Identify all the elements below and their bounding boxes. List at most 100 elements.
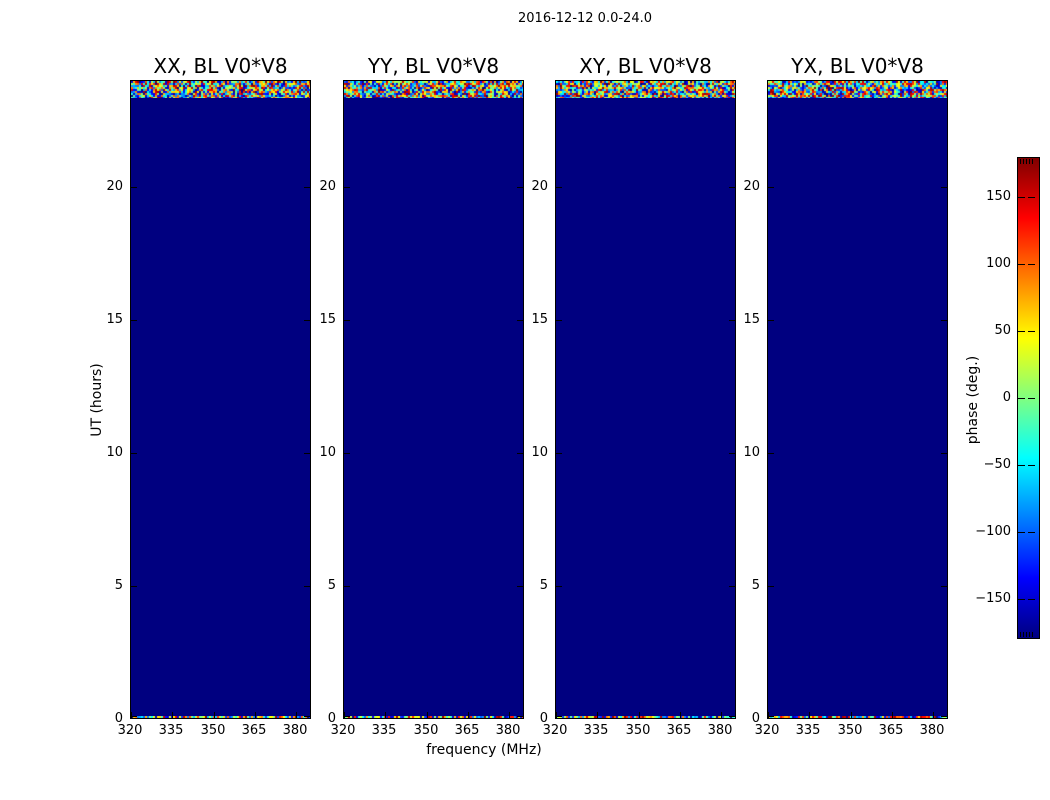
y-tick-label: 10: [743, 445, 760, 460]
noise-band-bottom-XX: [131, 716, 310, 718]
x-tick-mark: [172, 712, 173, 718]
y-tick-label: 0: [114, 711, 123, 726]
x-tick-label: 365: [878, 723, 904, 738]
x-tick-mark: [344, 712, 345, 718]
x-tick-label: 350: [625, 723, 651, 738]
y-tick-mark-left: [556, 320, 562, 321]
x-tick-mark: [721, 712, 722, 718]
x-tick-mark: [214, 712, 215, 718]
x-tick-mark: [639, 712, 640, 718]
x-tick-label: 320: [754, 723, 780, 738]
colorbar-tick-mark: [1018, 532, 1025, 533]
x-tick-label: 380: [707, 723, 733, 738]
colorbar-tick-label: 0: [1002, 390, 1011, 405]
x-tick-label: 365: [666, 723, 692, 738]
x-tick-label: 335: [583, 723, 609, 738]
y-tick-label: 10: [106, 445, 123, 460]
x-tick-label: 350: [413, 723, 439, 738]
y-tick-mark-right: [941, 586, 947, 587]
y-tick-mark-left: [131, 586, 137, 587]
y-tick-label: 20: [106, 179, 123, 194]
y-tick-label: 20: [319, 179, 336, 194]
y-tick-mark-left: [344, 453, 350, 454]
x-tick-mark: [385, 712, 386, 718]
colorbar-tick-label: 100: [986, 256, 1011, 271]
y-tick-label: 5: [327, 578, 336, 593]
y-tick-mark-left: [344, 716, 350, 717]
subplot-YX-heatmap: [767, 80, 948, 719]
colorbar-tick-mark: [1018, 465, 1025, 466]
y-tick-mark-left: [768, 586, 774, 587]
y-tick-label: 5: [114, 578, 123, 593]
x-tick-label: 365: [454, 723, 480, 738]
y-tick-mark-left: [556, 586, 562, 587]
colorbar-tick-mark: [1018, 599, 1025, 600]
y-tick-mark-left: [556, 716, 562, 717]
x-axis-label: frequency (MHz): [426, 742, 542, 758]
colorbar-tick-label: 150: [986, 189, 1011, 204]
colorbar-tick-label: 50: [994, 323, 1011, 338]
y-tick-mark-right: [517, 586, 523, 587]
y-tick-label: 15: [319, 312, 336, 327]
x-tick-mark: [680, 712, 681, 718]
x-tick-mark: [427, 712, 428, 718]
x-tick-mark: [933, 712, 934, 718]
x-tick-mark: [768, 712, 769, 718]
x-tick-mark: [468, 712, 469, 718]
noise-band-bottom-XY: [556, 716, 735, 718]
y-tick-mark-left: [768, 716, 774, 717]
y-tick-label: 5: [539, 578, 548, 593]
y-tick-label: 20: [743, 179, 760, 194]
y-tick-label: 20: [531, 179, 548, 194]
y-tick-mark-right: [729, 187, 735, 188]
y-tick-mark-left: [344, 320, 350, 321]
y-tick-mark-right: [517, 716, 523, 717]
colorbar-tick-mark: [1028, 532, 1035, 533]
y-tick-label: 10: [531, 445, 548, 460]
colorbar-tick-label: −50: [983, 457, 1011, 472]
subplot-title-YX: YX, BL V0*V8: [791, 54, 924, 78]
y-tick-label: 0: [751, 711, 760, 726]
y-tick-label: 15: [743, 312, 760, 327]
x-tick-mark: [296, 712, 297, 718]
x-tick-label: 380: [495, 723, 521, 738]
x-tick-label: 335: [795, 723, 821, 738]
y-tick-label: 0: [539, 711, 548, 726]
x-tick-label: 380: [919, 723, 945, 738]
y-tick-mark-right: [304, 586, 310, 587]
y-tick-mark-right: [729, 320, 735, 321]
x-tick-mark: [556, 712, 557, 718]
y-tick-mark-right: [941, 320, 947, 321]
y-tick-mark-left: [344, 187, 350, 188]
noise-band-bottom-YY: [344, 716, 523, 718]
noise-band-top-YY: [344, 81, 523, 98]
y-tick-mark-right: [729, 716, 735, 717]
y-tick-mark-left: [131, 320, 137, 321]
x-tick-mark: [809, 712, 810, 718]
y-tick-mark-left: [344, 586, 350, 587]
y-tick-mark-left: [768, 320, 774, 321]
colorbar-tick-label: −100: [975, 524, 1011, 539]
figure-title: 2016-12-12 0.0-24.0: [518, 11, 652, 26]
y-tick-mark-right: [304, 320, 310, 321]
y-tick-label: 0: [327, 711, 336, 726]
y-tick-mark-right: [517, 320, 523, 321]
x-tick-mark: [509, 712, 510, 718]
colorbar-tick-mark: [1028, 398, 1035, 399]
colorbar-tick-mark: [1018, 264, 1025, 265]
x-tick-label: 335: [158, 723, 184, 738]
y-tick-mark-left: [131, 453, 137, 454]
y-tick-mark-left: [556, 187, 562, 188]
y-tick-mark-right: [941, 187, 947, 188]
subplot-title-XY: XY, BL V0*V8: [579, 54, 712, 78]
colorbar-tick-mark: [1018, 197, 1025, 198]
y-tick-mark-right: [304, 453, 310, 454]
subplot-title-YY: YY, BL V0*V8: [367, 54, 500, 78]
colorbar-tick-mark: [1028, 599, 1035, 600]
x-tick-label: 320: [542, 723, 568, 738]
y-tick-mark-right: [729, 586, 735, 587]
y-tick-mark-left: [768, 453, 774, 454]
x-tick-label: 350: [837, 723, 863, 738]
colorbar-tick-mark: [1028, 465, 1035, 466]
colorbar-label: phase (deg.): [965, 355, 981, 445]
